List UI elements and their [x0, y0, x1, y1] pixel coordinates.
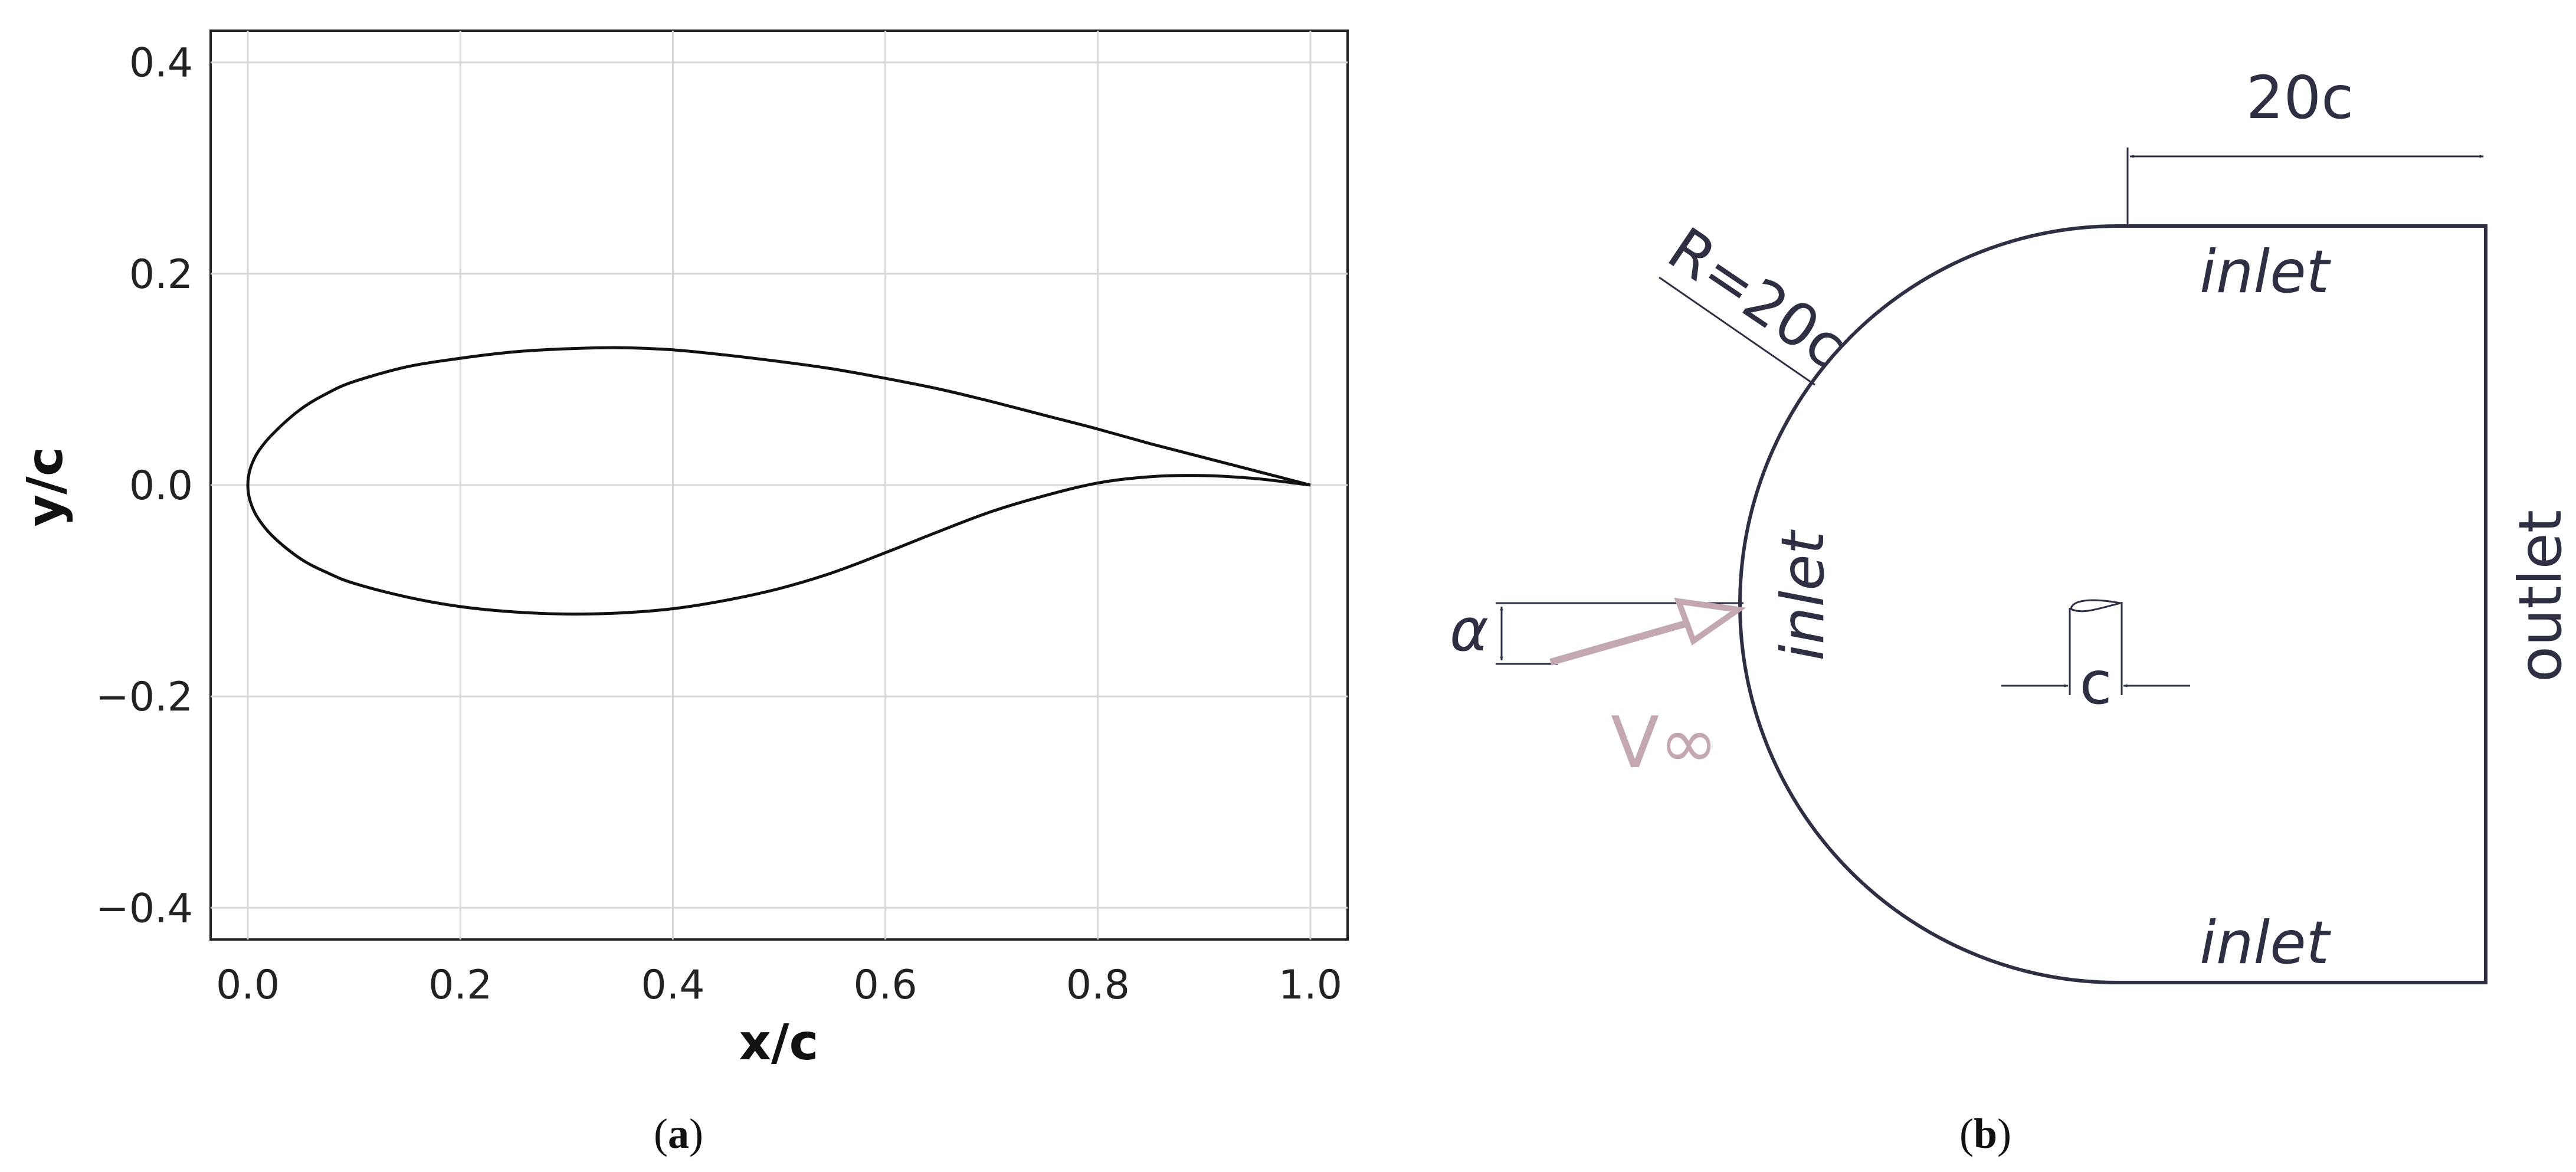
airfoil-chart: 0.0 0.2 0.4 0.6 0.8 1.0 0.4 0.2 0.0 −0.2 −0.4 x/c…	[16, 30, 1349, 1157]
dimension-width-label: 20c	[2246, 63, 2354, 132]
x-tick-labels: 0.0 0.2 0.4 0.6 0.8 1.0	[216, 962, 1342, 1009]
domain-boundary	[1738, 224, 2487, 984]
airfoil-icon	[2070, 599, 2121, 613]
domain-diagram: 20c R=20c inlet inlet inlet outlet α V∞ …	[1450, 63, 2575, 1157]
x-tick-label: 0.6	[854, 962, 917, 1009]
x-tick-label: 0.4	[641, 962, 704, 1009]
y-axis-title: y/c	[16, 447, 74, 526]
panel-label-b: (b)	[1959, 1110, 2011, 1157]
dimension-radius-label: R=20c	[1656, 214, 1859, 382]
x-tick-label: 1.0	[1279, 962, 1342, 1009]
outlet-label: outlet	[2506, 510, 2575, 682]
x-tick-label: 0.2	[428, 962, 492, 1009]
gridlines	[211, 31, 1348, 939]
y-tick-labels: 0.4 0.2 0.0 −0.2 −0.4	[96, 40, 193, 932]
inlet-left-label: inlet	[1768, 529, 1837, 660]
x-tick-label: 0.0	[216, 962, 280, 1009]
chord-label: c	[2080, 649, 2112, 718]
inlet-bottom-label: inlet	[2200, 908, 2331, 977]
x-axis-title: x/c	[739, 1013, 819, 1071]
angle-of-attack-symbol: α	[1450, 595, 1489, 664]
velocity-arrow-head	[1674, 597, 1746, 646]
panel-label-a: (a)	[654, 1110, 703, 1157]
airfoil-series-line	[246, 346, 1311, 616]
velocity-arrow-shaft	[1549, 620, 1689, 666]
x-tick-label: 0.8	[1066, 962, 1130, 1009]
y-tick-label: 0.2	[129, 251, 193, 298]
inlet-top-label: inlet	[2200, 237, 2331, 306]
y-tick-label: −0.2	[96, 674, 193, 721]
y-tick-label: −0.4	[96, 885, 193, 932]
y-tick-label: 0.4	[129, 40, 193, 87]
dimension-radius-arrow	[1659, 276, 1815, 386]
y-tick-label: 0.0	[129, 463, 193, 509]
velocity-label: V∞	[1611, 702, 1718, 784]
airfoil-profile	[246, 346, 1311, 616]
